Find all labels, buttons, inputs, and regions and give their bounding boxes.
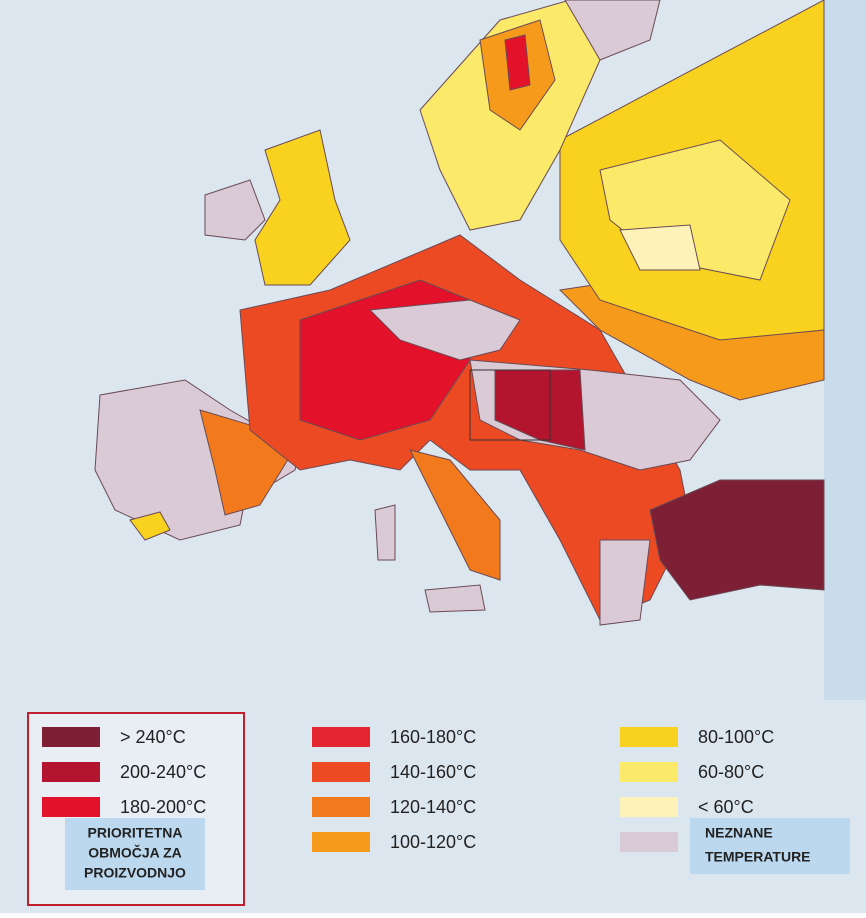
priority-label: PRIORITETNA	[88, 825, 183, 841]
legend-label: 60-80°C	[698, 762, 764, 782]
legend-swatch	[312, 727, 370, 747]
legend-swatch	[42, 797, 100, 817]
legend-label: 200-240°C	[120, 762, 206, 782]
focus-frame	[469, 369, 551, 441]
unknown-label: NEZNANE	[705, 825, 773, 841]
legend-label: 120-140°C	[390, 797, 476, 817]
legend-label: > 240°C	[120, 727, 186, 747]
legend-swatch	[312, 762, 370, 782]
edge	[824, 0, 866, 700]
priority-label: PROIZVODNJO	[84, 865, 186, 881]
legend-label: 180-200°C	[120, 797, 206, 817]
legend-swatch	[312, 797, 370, 817]
legend-label: 100-120°C	[390, 832, 476, 852]
legend-label: 80-100°C	[698, 727, 774, 747]
legend-swatch	[312, 832, 370, 852]
unknown-note-bg	[690, 818, 850, 874]
priority-label: OBMOČJA ZA	[88, 844, 182, 861]
legend-label: 160-180°C	[390, 727, 476, 747]
unknown-label: TEMPERATURE	[705, 849, 811, 865]
legend-swatch	[620, 797, 678, 817]
legend-label: 140-160°C	[390, 762, 476, 782]
legend-swatch	[620, 727, 678, 747]
land	[94, 0, 825, 626]
legend-swatch	[620, 762, 678, 782]
priority-note-bg	[65, 818, 205, 890]
legend: > 240°C 200-240°C 180-200°C 160-180°C 140-16…	[42, 727, 811, 881]
legend-label: < 60°C	[698, 797, 754, 817]
legend-swatch	[620, 832, 678, 852]
legend-swatch	[42, 727, 100, 747]
legend-swatch	[42, 762, 100, 782]
